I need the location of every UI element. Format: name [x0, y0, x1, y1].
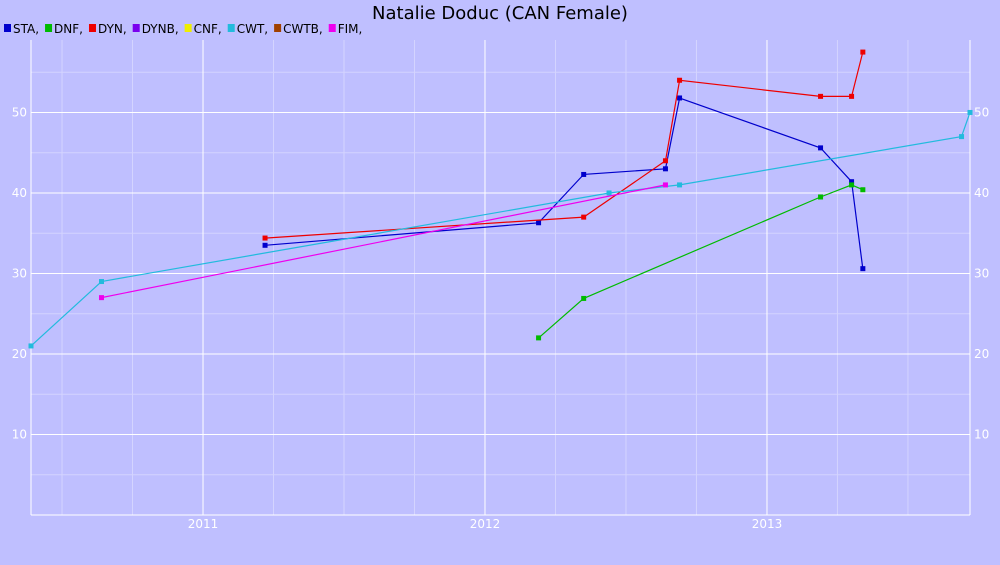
series-layer	[28, 49, 973, 349]
data-point	[536, 220, 542, 226]
legend-label: CNF,	[194, 22, 222, 36]
data-point	[98, 279, 104, 285]
series-fim	[98, 182, 668, 301]
legend-swatch	[184, 24, 192, 32]
legend-swatch	[4, 24, 11, 32]
legend-item: DYNB,	[132, 22, 179, 36]
data-point	[581, 171, 587, 177]
data-point	[677, 95, 683, 101]
x-tick-label: 2011	[188, 517, 219, 531]
series-sta	[262, 95, 866, 272]
legend-item: STA,	[4, 22, 39, 36]
y-tick-label: 40	[974, 186, 989, 200]
y-axis-left-labels: 10 20 30 40 50	[12, 105, 27, 441]
legend-swatch	[132, 24, 140, 32]
legend-item: FIM,	[328, 22, 363, 36]
legend-item: DYN,	[88, 22, 127, 36]
legend-label: CWT,	[237, 22, 268, 36]
y-tick-label: 20	[974, 347, 989, 361]
y-tick-label: 50	[12, 105, 27, 119]
x-tick-label: 2013	[752, 517, 783, 531]
legend-label: DNF,	[54, 22, 83, 36]
legend-swatch	[328, 24, 336, 32]
y-tick-label: 20	[12, 347, 27, 361]
y-tick-label: 30	[12, 266, 27, 280]
data-point	[818, 194, 824, 200]
legend-item: DNF,	[45, 22, 83, 36]
series-dnf	[536, 182, 866, 341]
series-dyn	[262, 49, 866, 241]
data-point	[849, 182, 855, 188]
legend-label: DYN,	[98, 22, 127, 36]
data-point	[860, 49, 866, 55]
legend-swatch	[88, 24, 96, 32]
data-point	[536, 335, 542, 341]
minor-grid	[31, 40, 970, 515]
data-point	[849, 179, 855, 185]
legend-label: CWTB,	[283, 22, 323, 36]
data-point	[662, 158, 668, 164]
data-point	[662, 182, 668, 188]
data-point	[581, 214, 587, 220]
data-point	[959, 134, 965, 140]
y-tick-label: 40	[12, 186, 27, 200]
data-point	[818, 93, 824, 99]
y-tick-label: 10	[12, 427, 27, 441]
legend: STA, DNF, DYN, DYNB, CNF, CWT, CWTB, FIM,	[4, 22, 362, 36]
x-axis-labels: 2011 2012 2013	[188, 517, 783, 531]
legend-label: FIM,	[338, 22, 363, 36]
data-point	[662, 166, 668, 172]
data-point	[967, 109, 973, 115]
data-point	[677, 77, 683, 83]
x-tick-label: 2012	[470, 517, 501, 531]
data-point	[860, 266, 866, 272]
data-point	[860, 187, 866, 193]
data-point	[28, 343, 34, 349]
y-tick-label: 50	[974, 105, 989, 119]
data-point	[581, 295, 587, 301]
legend-item: CWTB,	[274, 22, 323, 36]
data-point	[262, 242, 268, 248]
data-point	[677, 182, 683, 188]
series-line	[264, 97, 864, 269]
legend-swatch	[274, 24, 282, 32]
legend-label: STA,	[13, 22, 39, 36]
data-point	[262, 235, 268, 241]
data-point	[849, 93, 855, 99]
legend-swatch	[227, 24, 235, 32]
plot-area	[31, 40, 970, 515]
axes	[30, 40, 971, 516]
y-tick-label: 30	[974, 266, 989, 280]
legend-item: CWT,	[227, 22, 268, 36]
legend-swatch	[45, 24, 53, 32]
data-point	[98, 295, 104, 301]
legend-item: CNF,	[184, 22, 222, 36]
chart-title: Natalie Doduc (CAN Female)	[372, 3, 628, 24]
y-axis-right-labels: 10 20 30 40 50	[974, 105, 989, 441]
data-point	[606, 190, 612, 196]
series-line	[101, 184, 666, 299]
y-tick-label: 10	[974, 427, 989, 441]
legend-label: DYNB,	[142, 22, 179, 36]
data-point	[818, 145, 824, 151]
